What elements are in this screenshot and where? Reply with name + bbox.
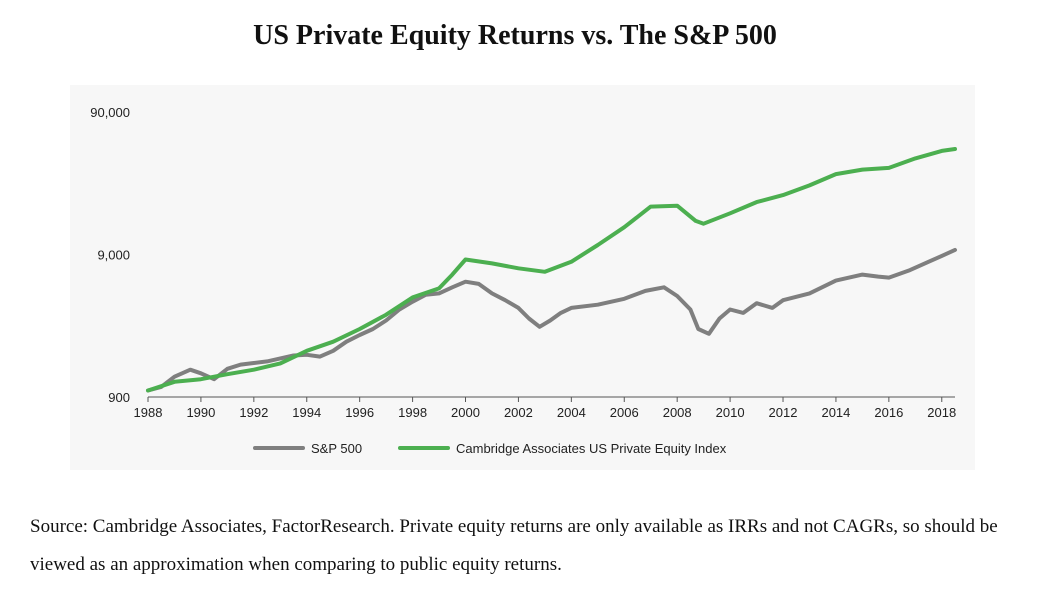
x-tick-label-1998: 1998 (398, 405, 427, 420)
x-tick-label-2006: 2006 (610, 405, 639, 420)
x-tick-label-1996: 1996 (345, 405, 374, 420)
x-tick-label-2018: 2018 (927, 405, 956, 420)
legend-label-sp500: S&P 500 (311, 441, 362, 456)
y-tick-label-90000: 90,000 (90, 105, 130, 120)
x-tick-label-2004: 2004 (557, 405, 586, 420)
x-tick-label-2002: 2002 (504, 405, 533, 420)
x-tick-label-2008: 2008 (663, 405, 692, 420)
x-tick-label-2000: 2000 (451, 405, 480, 420)
legend-label-cambridge-pe: Cambridge Associates US Private Equity I… (456, 441, 727, 456)
x-tick-label-2016: 2016 (874, 405, 903, 420)
y-tick-label-9000: 9,000 (97, 248, 130, 263)
series-line-sp500 (146, 247, 957, 393)
source-note: Source: Cambridge Associates, FactorRese… (30, 516, 998, 575)
chart-panel: 1988 1990 1992 1994 1996 1998 2000 2002 2004 2006… (70, 85, 975, 470)
x-tick-label-2014: 2014 (821, 405, 850, 420)
x-tick-label-1992: 1992 (239, 405, 268, 420)
x-tick-label-2012: 2012 (769, 405, 798, 420)
x-tick-label-2010: 2010 (716, 405, 745, 420)
line-chart: 1988 1990 1992 1994 1996 1998 2000 2002 2004 2006… (90, 105, 957, 456)
series-line-cambridge-pe (146, 147, 957, 393)
x-tick-label-1990: 1990 (186, 405, 215, 420)
x-tick-label-1994: 1994 (292, 405, 321, 420)
chart-title: US Private Equity Returns vs. The S&P 50… (253, 20, 777, 51)
y-tick-label-900: 900 (108, 390, 130, 405)
x-tick-label-1988: 1988 (134, 405, 163, 420)
